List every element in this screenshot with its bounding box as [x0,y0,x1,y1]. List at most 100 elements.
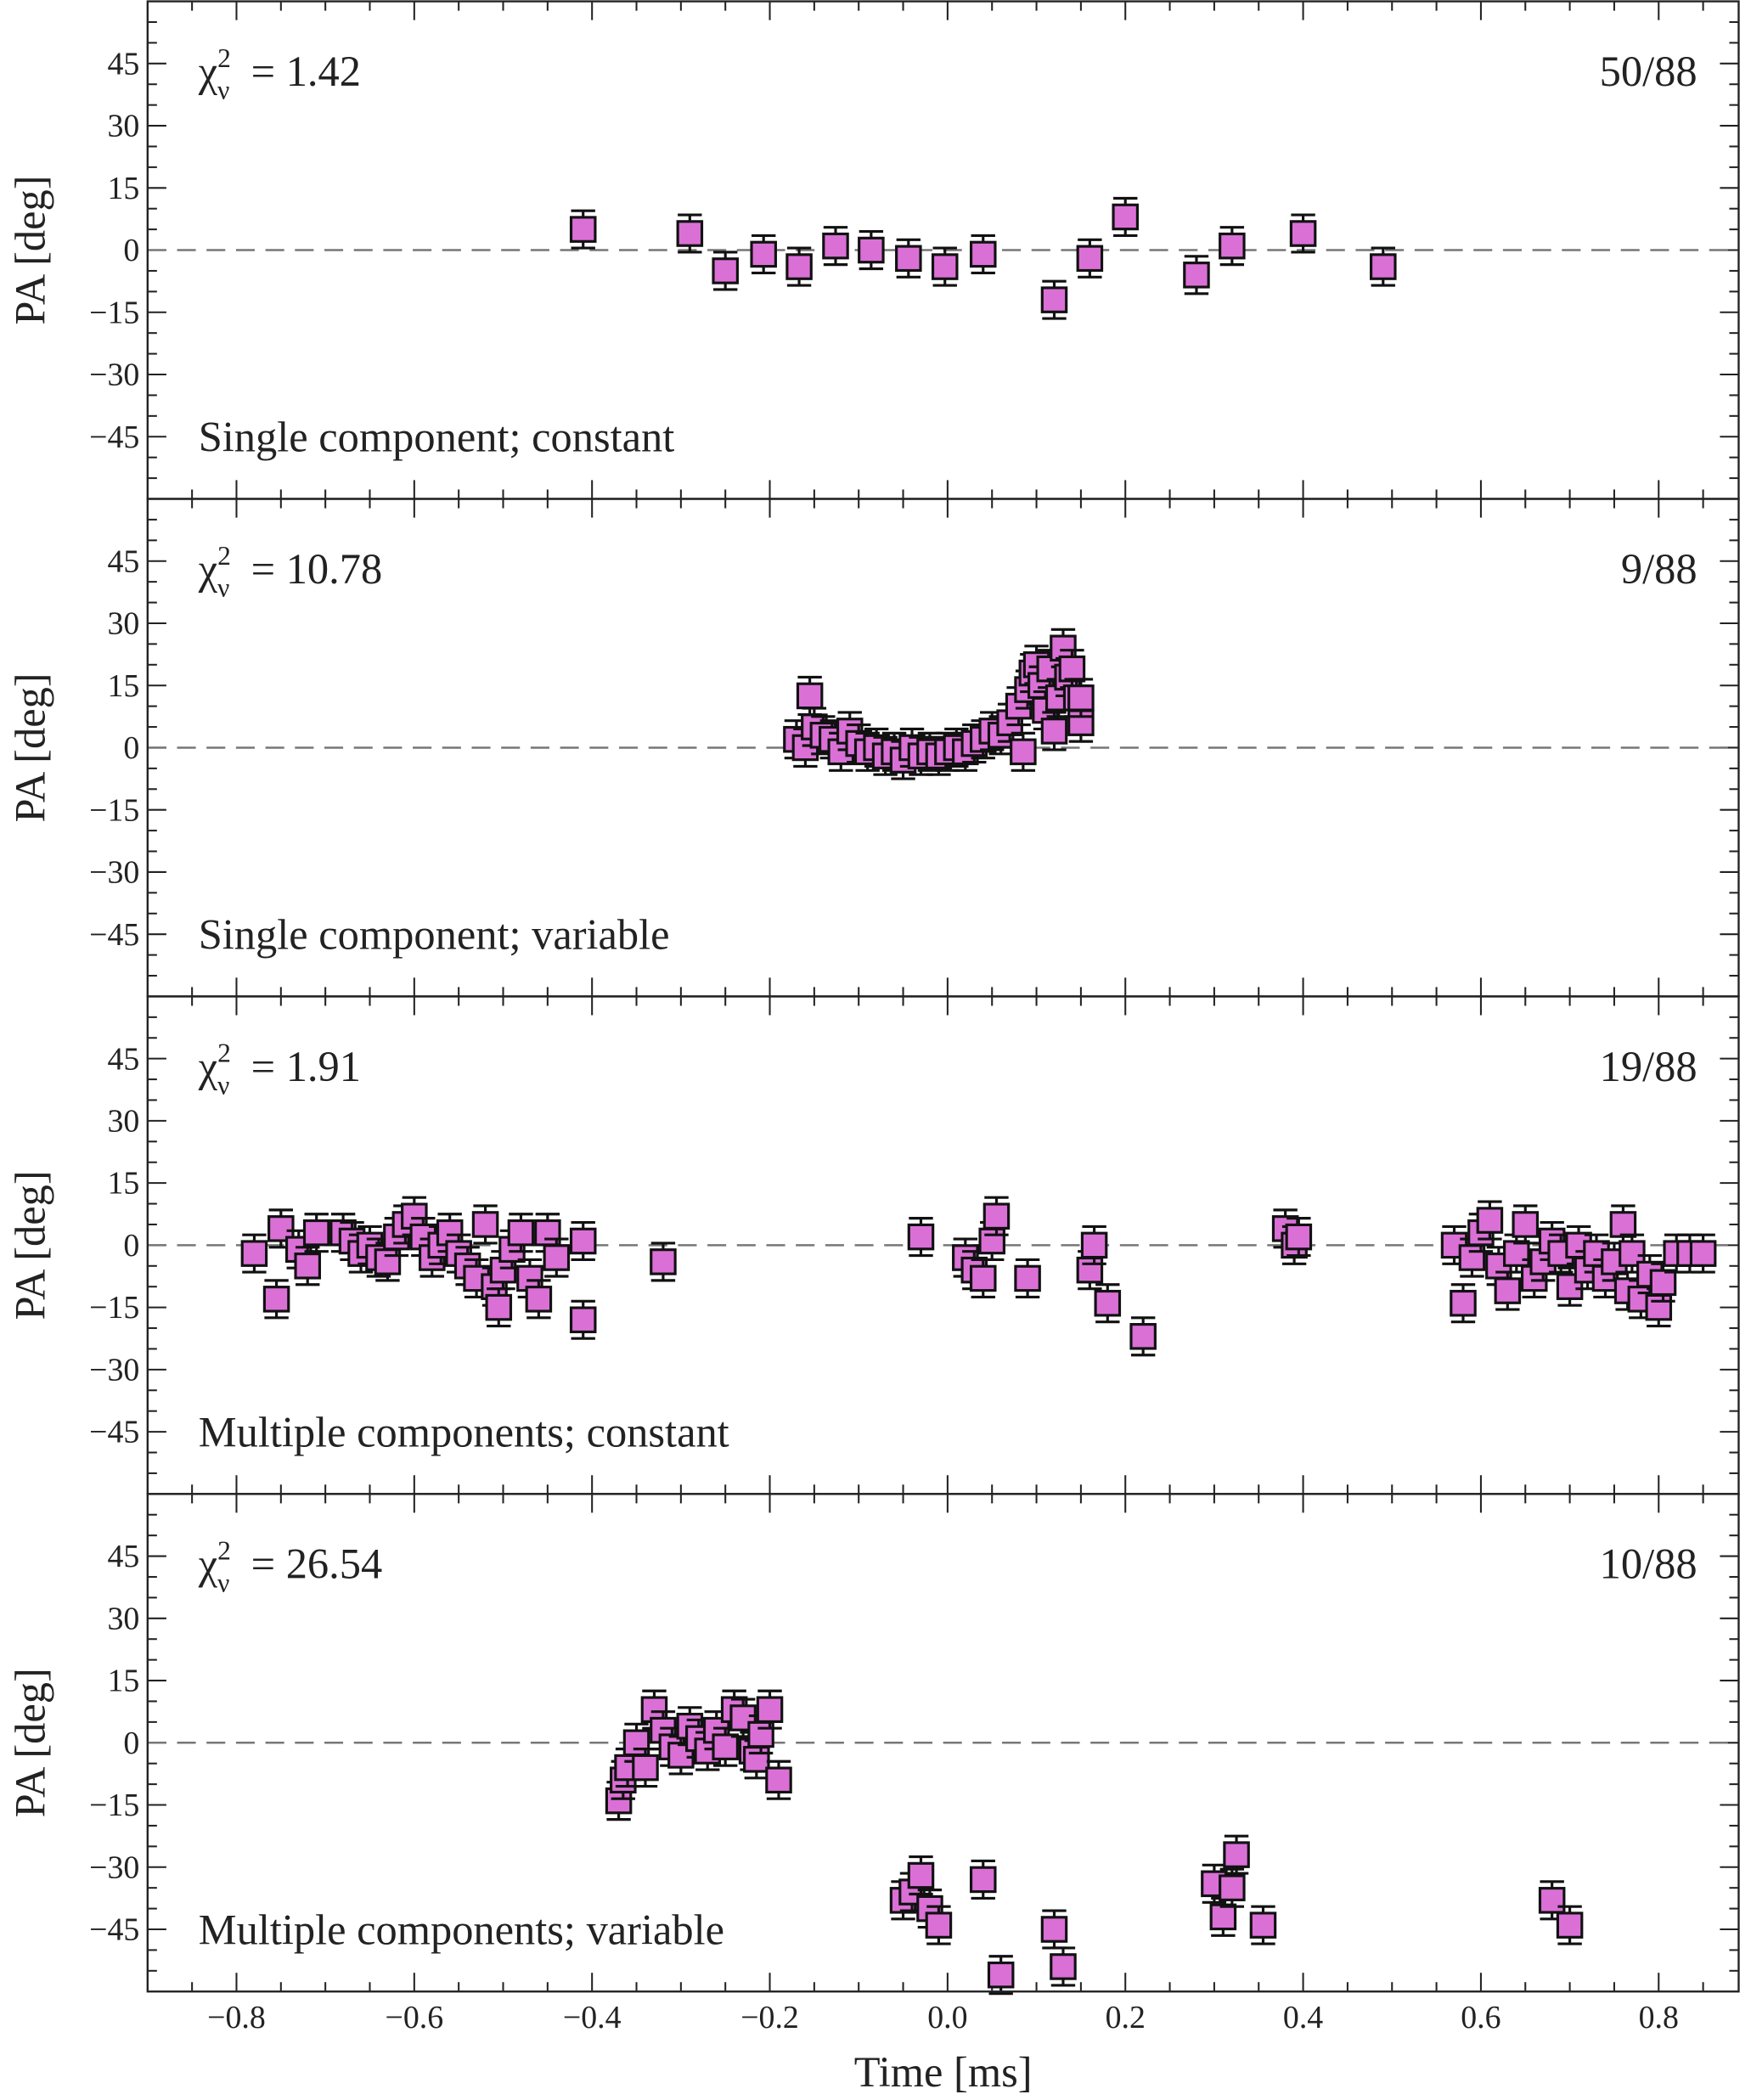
data-point [925,1905,953,1945]
square-marker [1556,1911,1584,1939]
data-point [712,1726,739,1767]
y-tick-label: 45 [108,543,140,579]
data-point [982,1196,1011,1236]
square-marker [712,257,739,284]
data-point [1289,213,1317,254]
y-tick-label: −30 [89,358,139,393]
square-marker [1080,1231,1108,1259]
data-point [471,1204,499,1245]
square-marker [569,1306,597,1334]
panel-annotation: Multiple components; variable [199,1906,724,1953]
square-marker [1476,1207,1504,1234]
y-tick-label: 45 [108,46,140,82]
data-point [969,234,997,274]
data-point [931,246,959,287]
count-label: 9/88 [1621,545,1698,593]
y-tick-label: −45 [89,419,139,455]
y-tick-label: −15 [89,295,139,330]
panel-annotation: Multiple components; constant [199,1408,729,1455]
y-tick-label: −15 [89,1290,139,1326]
data-point [507,1213,535,1253]
square-marker [1285,1223,1313,1251]
y-tick-label: 45 [108,1539,140,1574]
square-marker [1058,655,1086,683]
data-point [1512,1204,1540,1245]
data-point [858,229,885,271]
data-point [1219,226,1246,267]
square-marker [1010,738,1037,766]
data-point [1450,1283,1477,1324]
square-marker [1609,1211,1637,1238]
data-point [302,1213,330,1253]
data-point [1040,279,1068,320]
x-tick-label: 0.0 [927,2000,967,2035]
data-point [569,1220,597,1262]
y-tick-label: 0 [123,730,139,766]
data-point [1076,238,1104,279]
data-point [1067,678,1095,718]
data-point [785,246,813,287]
data-point [262,1279,290,1320]
x-tick-label: 0.8 [1639,2000,1679,2035]
data-point [543,1237,571,1278]
square-marker [1689,1240,1717,1267]
data-point [1050,1946,1077,1987]
y-tick-label: 15 [108,668,140,704]
y-tick-label: −45 [89,917,139,953]
data-point [1219,1867,1246,1908]
x-tick-label: 0.2 [1106,2000,1146,2035]
square-marker [262,1286,290,1313]
y-tick-label: 30 [108,606,140,642]
y-tick-label: −45 [89,1912,139,1948]
square-marker [969,1264,997,1292]
y-tick-label: −45 [89,1415,139,1450]
x-tick-label: 0.6 [1461,2000,1500,2035]
square-marker [895,245,922,273]
panel-1: −45 −30 −15 0 15 30 45 PA [deg] χ2 ν = 1.42 50/88 S… [6,0,1740,500]
square-marker [1512,1211,1540,1238]
y-tick-label: 0 [123,1726,139,1761]
square-marker [1538,1887,1566,1914]
square-marker [987,1961,1015,1989]
square-marker [982,1202,1011,1230]
square-marker [978,1227,1005,1255]
square-marker [1649,1269,1677,1297]
y-axis-label: PA [deg] [6,1668,53,1817]
square-marker [1450,1289,1477,1317]
square-marker [650,1248,677,1275]
square-marker [1494,1277,1522,1304]
square-marker [485,1293,513,1321]
y-tick-label: −15 [89,1788,139,1823]
y-axis-label: PA [deg] [6,673,53,822]
data-point [485,1287,513,1328]
data-point [822,226,849,267]
y-tick-label: −30 [89,1849,139,1885]
data-point [750,234,777,274]
square-marker [1040,718,1068,745]
x-tick-label: −0.6 [386,2000,444,2035]
data-point [756,1689,784,1730]
square-marker [1040,286,1068,313]
square-marker [743,1746,770,1773]
square-marker [822,232,849,260]
square-marker [1289,220,1317,247]
data-point [667,1735,695,1776]
square-marker [1183,262,1210,289]
data-point [1040,711,1068,752]
data-point [969,1258,997,1298]
square-marker [1014,1264,1041,1292]
panel-annotation: Single component; variable [199,910,670,958]
square-marker [1503,1240,1530,1267]
y-tick-label: −15 [89,792,139,828]
square-marker [1076,1256,1104,1284]
x-tick-label: −0.8 [207,2000,266,2035]
data-point [907,1217,935,1258]
x-tick-label: −0.2 [740,2000,799,2035]
chi2-label: χ2 ν = 1.91 [198,1039,361,1101]
square-marker [507,1219,535,1247]
y-axis-label: PA [deg] [6,175,53,324]
chi2-label: χ2 ν = 26.54 [198,1536,382,1598]
x-axis-label: Time [ms] [854,2048,1033,2096]
y-tick-label: 45 [108,1041,140,1077]
square-marker [667,1742,695,1769]
